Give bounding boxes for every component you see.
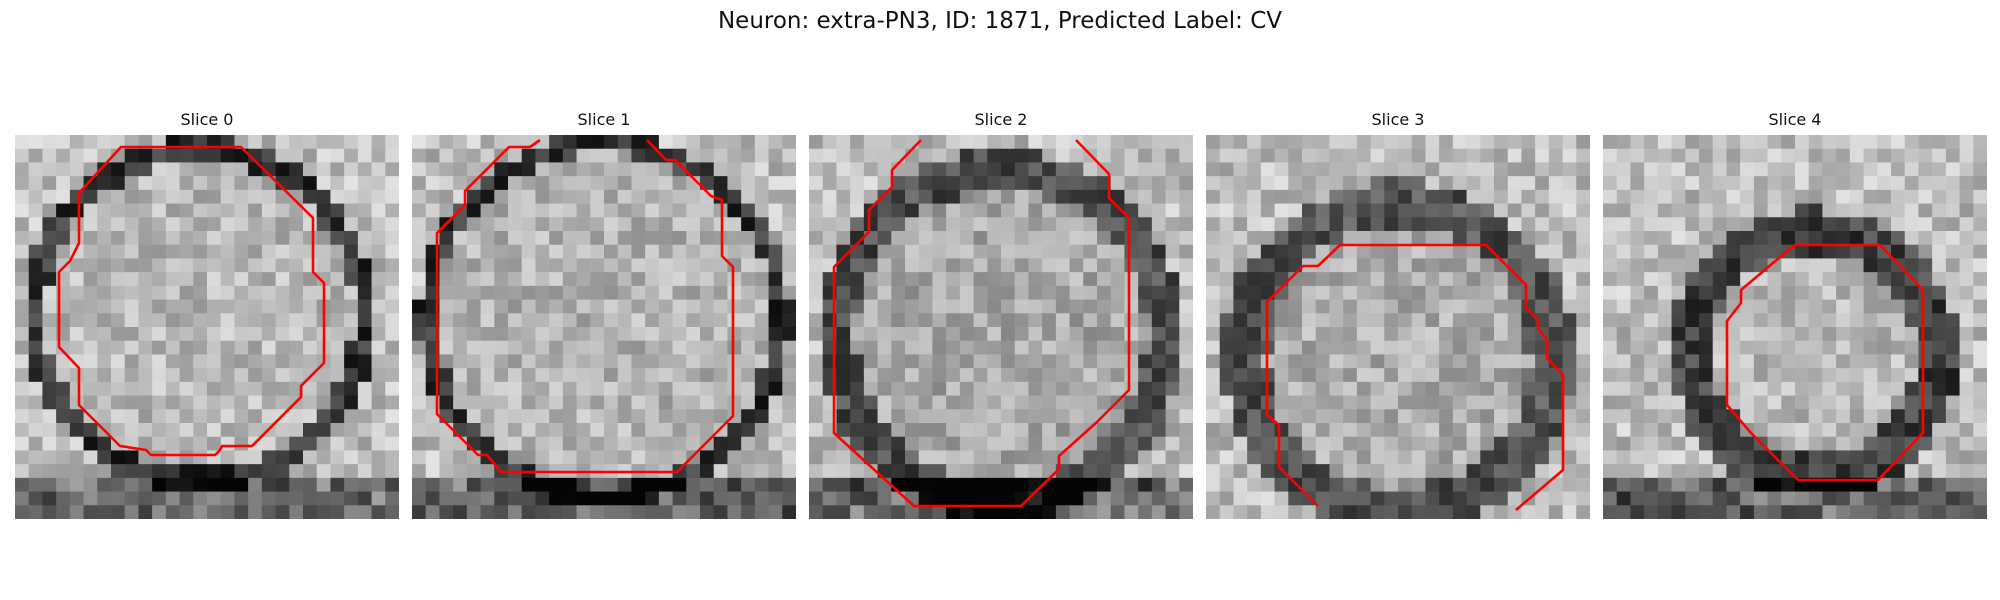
grayscale-texture	[15, 135, 399, 519]
grayscale-texture	[412, 135, 796, 519]
segmentation-contour	[57, 145, 326, 457]
grayscale-texture	[1603, 135, 1987, 519]
figure-title: Neuron: extra-PN3, ID: 1871, Predicted L…	[717, 8, 1283, 34]
panel-title: Slice 1	[577, 110, 631, 129]
panel-slice-0: Slice 0	[15, 100, 399, 520]
panel-title: Slice 4	[1768, 110, 1822, 129]
slice-image	[1206, 135, 1590, 519]
segmentation-contour	[1265, 243, 1565, 511]
slice-image	[15, 135, 399, 519]
panel-title: Slice 0	[180, 110, 234, 129]
panel-slice-1: Slice 1	[412, 100, 796, 520]
slice-image	[809, 135, 1193, 519]
panel-slice-3: Slice 3	[1206, 100, 1590, 520]
panel-title: Slice 3	[1371, 110, 1425, 129]
panel-title: Slice 2	[974, 110, 1028, 129]
segmentation-contour	[435, 138, 735, 474]
segmentation-contour	[832, 139, 1131, 508]
panel-slice-2: Slice 2	[809, 100, 1193, 520]
grayscale-texture	[1206, 135, 1590, 519]
segmentation-contour	[1725, 243, 1925, 482]
panel-slice-4: Slice 4	[1603, 100, 1987, 520]
slice-image	[1603, 135, 1987, 519]
slice-image	[412, 135, 796, 519]
grayscale-texture	[809, 135, 1193, 519]
